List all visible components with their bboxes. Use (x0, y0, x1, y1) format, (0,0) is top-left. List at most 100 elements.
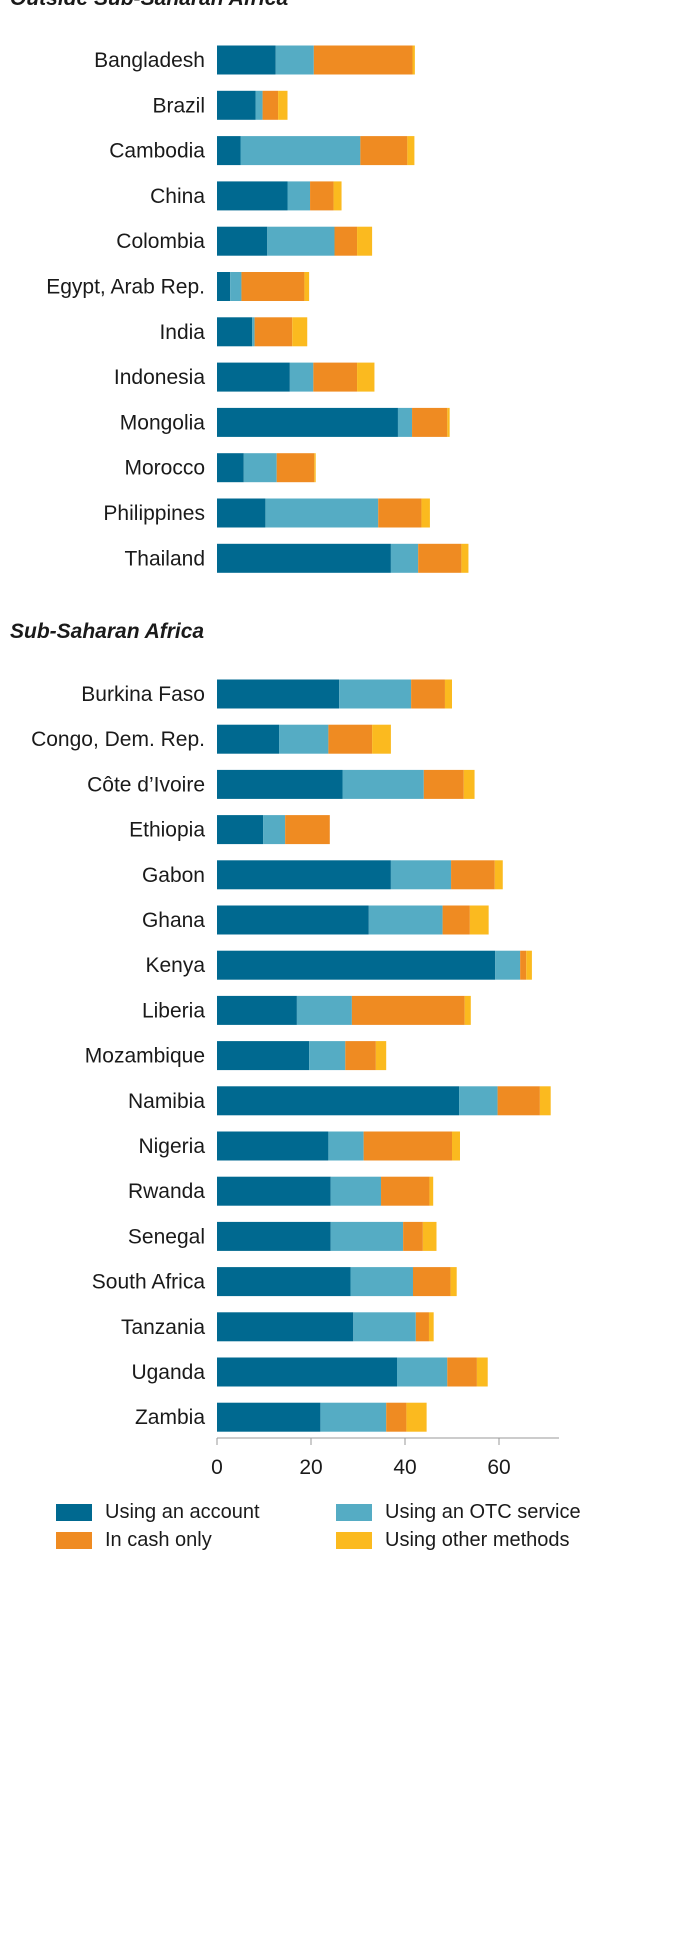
bar-segment-burkina-faso-otc (339, 679, 412, 709)
legend-item-otc: Using an OTC service (336, 1500, 581, 1524)
bar-segment-zambia-cash (386, 1402, 407, 1432)
bar-segment-kenya-other (526, 950, 532, 980)
legend-swatch-account (56, 1503, 92, 1521)
legend-label-cash: In cash only (105, 1528, 212, 1551)
bar-segment-indonesia-account (217, 362, 290, 392)
bar-segment-mongolia-otc (397, 407, 413, 437)
bar-segment-zambia-account (217, 1402, 321, 1432)
bar-segment-nigeria-cash (363, 1131, 452, 1161)
bar-segment-nigeria-account (217, 1131, 329, 1161)
bar-segment-namibia-cash (497, 1086, 540, 1116)
bar-segment-liberia-account (217, 995, 297, 1025)
bar-segment-congo-dem-rep-otc (279, 724, 329, 754)
bar-segment-south-africa-otc (350, 1267, 413, 1297)
bar-segment-kenya-otc (495, 950, 521, 980)
bar-segment-rwanda-otc (330, 1176, 382, 1206)
category-label-india: India (159, 321, 205, 344)
category-label-mongolia: Mongolia (120, 411, 206, 434)
bar-segment-namibia-account (217, 1086, 460, 1116)
bar-segment-tanzania-otc (353, 1312, 416, 1342)
bar-segment-mozambique-account (217, 1041, 310, 1071)
bar-segment-morocco-otc (243, 453, 277, 483)
bar-segment-mozambique-cash (345, 1041, 376, 1071)
bar-segment-brazil-account (217, 90, 256, 120)
category-label-morocco: Morocco (124, 457, 205, 480)
bar-segment-gabon-cash (451, 860, 495, 890)
legend-swatch-other (336, 1531, 372, 1549)
category-label-bangladesh: Bangladesh (94, 49, 205, 72)
bar-segment-tanzania-other (428, 1312, 434, 1342)
category-label-gabon: Gabon (142, 864, 205, 887)
bar-segment-ghana-cash (442, 905, 470, 935)
category-label-egypt-arab-rep: Egypt, Arab Rep. (46, 276, 205, 299)
bar-segment-thailand-other (461, 543, 469, 573)
bar-segment-nigeria-other (452, 1131, 460, 1161)
category-label-ghana: Ghana (142, 909, 205, 932)
bar-segment-liberia-other (464, 995, 471, 1025)
bar-segment-philippines-otc (265, 498, 379, 528)
bar-segment-gabon-other (494, 860, 503, 890)
legend-label-otc: Using an OTC service (385, 1500, 581, 1523)
bar-segment-morocco-cash (276, 453, 315, 483)
bar-segment-burkina-faso-other (444, 679, 452, 709)
bar-segment-indonesia-otc (289, 362, 314, 392)
bar-segment-ghana-otc (368, 905, 443, 935)
bar-segment-philippines-other (421, 498, 430, 528)
bar-segment-senegal-account (217, 1221, 331, 1251)
bar-segment-mongolia-cash (412, 407, 448, 437)
category-label-cambodia: Cambodia (109, 140, 205, 163)
bar-segment-indonesia-cash (313, 362, 358, 392)
bar-segment-colombia-cash (334, 226, 358, 256)
bar-segment-congo-dem-rep-account (217, 724, 280, 754)
bar-segment-cambodia-other (407, 136, 415, 166)
bar-segment-uganda-account (217, 1357, 398, 1387)
bar-segment-co-te-d-ivoire-other (463, 769, 475, 799)
category-label-rwanda: Rwanda (128, 1180, 205, 1203)
bar-segment-kenya-cash (520, 950, 527, 980)
bar-segment-philippines-cash (378, 498, 422, 528)
bar-segment-zambia-other (406, 1402, 427, 1432)
bar-segment-congo-dem-rep-other (372, 724, 391, 754)
bar-segment-senegal-otc (330, 1221, 404, 1251)
category-label-brazil: Brazil (152, 94, 205, 117)
bar-segment-ethiopia-cash (285, 815, 330, 845)
bar-segment-co-te-d-ivoire-cash (423, 769, 464, 799)
bar-segment-ghana-other (469, 905, 489, 935)
category-label-namibia: Namibia (128, 1090, 205, 1113)
bar-segment-south-africa-other (450, 1267, 457, 1297)
bar-segment-mozambique-other (375, 1041, 387, 1071)
bar-segment-egypt-arab-rep-cash (241, 272, 305, 301)
bar-segment-tanzania-cash (415, 1312, 429, 1342)
bar-segment-china-account (217, 181, 288, 211)
category-label-nigeria: Nigeria (138, 1135, 205, 1158)
bar-segment-nigeria-otc (328, 1131, 364, 1161)
bar-segment-india-cash (254, 317, 293, 347)
category-label-uganda: Uganda (131, 1361, 205, 1384)
bar-segment-cambodia-otc (240, 136, 361, 166)
bar-segment-bangladesh-account (217, 45, 276, 75)
bar-segment-egypt-arab-rep-account (217, 272, 231, 301)
category-label-kenya: Kenya (145, 954, 205, 977)
bar-segment-egypt-arab-rep-otc (230, 272, 242, 301)
stacked-bar-chart: Bangladesh Brazil Cambodia China Colombia Egy… (31, 45, 559, 1479)
bar-segment-liberia-cash (351, 995, 465, 1025)
category-label-colombia: Colombia (116, 230, 205, 253)
bar-segment-south-africa-account (217, 1267, 351, 1297)
category-label-liberia: Liberia (142, 999, 205, 1022)
bar-segment-ghana-account (217, 905, 369, 935)
section-title-outside: Outside Sub-Saharan Africa (10, 0, 288, 11)
bar-segment-liberia-otc (296, 995, 352, 1025)
bar-segment-tanzania-account (217, 1312, 354, 1342)
bar-segment-senegal-other (422, 1221, 437, 1251)
bar-segment-india-other (292, 317, 308, 347)
bar-segment-cambodia-account (217, 136, 241, 166)
category-label-china: China (150, 185, 205, 208)
bar-segment-co-te-d-ivoire-account (217, 769, 343, 799)
bar-segment-mozambique-otc (309, 1041, 346, 1071)
bar-segment-gabon-otc (390, 860, 452, 890)
bar-segment-burkina-faso-account (217, 679, 340, 709)
bar-segment-bangladesh-cash (313, 45, 413, 75)
x-tick-label-60: 60 (487, 1456, 510, 1479)
category-label-co-te-d-ivoire: Côte d’Ivoire (87, 773, 205, 796)
legend-swatch-cash (56, 1531, 92, 1549)
